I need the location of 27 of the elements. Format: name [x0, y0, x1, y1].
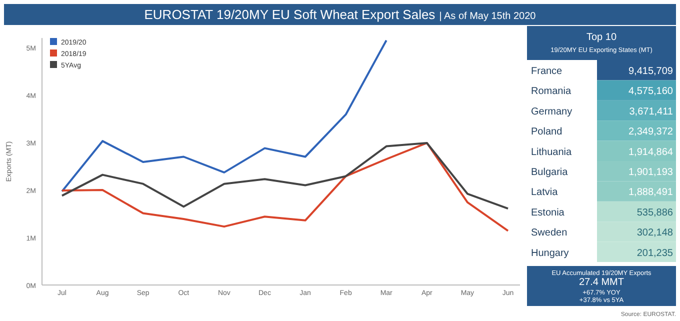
text: 27.4 MMT	[578, 277, 624, 288]
text: 1,901,193	[628, 167, 673, 178]
chart-title: EUROSTAT 19/20MY EU Soft Wheat Export Sales	[144, 7, 436, 22]
category-label: Lithuania	[531, 146, 572, 158]
category-label: Hungary	[531, 248, 569, 259]
category-label: Germany	[531, 106, 572, 118]
text: 4,575,160	[628, 86, 673, 98]
line-series	[61, 39, 388, 192]
line-series	[61, 142, 509, 232]
category-label: Estonia	[531, 207, 565, 218]
category-label: Romania	[531, 86, 572, 98]
category-label: France	[531, 66, 563, 77]
category-label: Bulgaria	[531, 167, 568, 178]
text: 9,415,709	[628, 66, 673, 77]
text: 302,148	[636, 228, 673, 239]
line-series	[61, 142, 509, 210]
category-label: Latvia	[531, 187, 558, 198]
text: 535,886	[636, 207, 673, 218]
category-label: Poland	[531, 126, 562, 138]
category-label: Sweden	[531, 228, 568, 239]
text: 2,349,372	[628, 126, 673, 138]
chart-subtitle: | As of May 15th 2020	[439, 11, 536, 22]
text: 1,888,491	[628, 187, 673, 198]
text: 201,235	[636, 248, 673, 259]
text: Top 10	[586, 32, 617, 43]
text: 3,671,411	[629, 106, 673, 118]
text: 1,914,864	[628, 146, 673, 158]
